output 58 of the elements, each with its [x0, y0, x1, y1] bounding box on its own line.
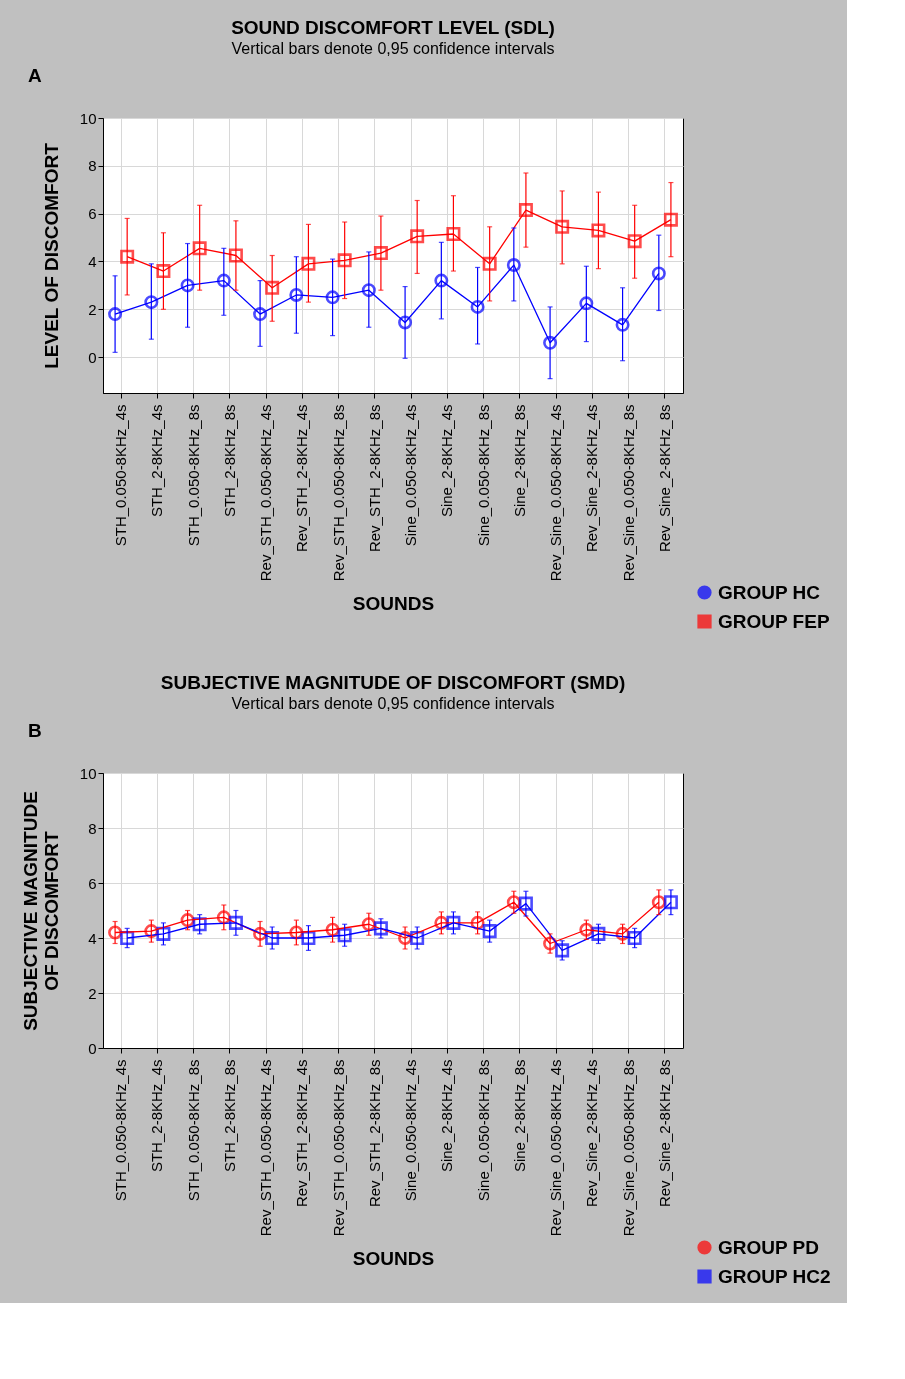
- x-tick-label: STH_0.050-8KHz_4s: [112, 1059, 130, 1202]
- x-tick-label: STH_0.050-8KHz_8s: [184, 404, 202, 547]
- x-tick-label: STH_0.050-8KHz_8s: [184, 1059, 202, 1202]
- y-tick-label: 4: [88, 252, 97, 270]
- x-tick-label: Rev_STH_0.050-8KHz_4s: [257, 1059, 275, 1237]
- x-tick-label: Rev_Sine_2-8KHz_8s: [655, 404, 673, 553]
- x-tick-label: Rev_STH_2-8KHz_8s: [365, 1059, 383, 1208]
- x-tick-label: STH_0.050-8KHz_4s: [112, 404, 130, 547]
- x-tick-label: STH_2-8KHz_4s: [148, 404, 166, 518]
- chart-subtitle: Vertical bars denote 0,95 confidence intervals: [231, 695, 555, 712]
- x-tick-label: Sine_2-8KHz_4s: [438, 1059, 456, 1173]
- y-tick-label: 2: [88, 300, 97, 318]
- chart-title: SUBJECTIVE MAGNITUDE OF DISCOMFORT (SMD): [160, 672, 626, 693]
- y-tick-label: 6: [88, 874, 97, 892]
- x-tick-label: Sine_0.050-8KHz_8s: [474, 404, 492, 547]
- y-tick-label: 0: [88, 348, 97, 366]
- text: A: [28, 65, 42, 86]
- legend-label: GROUP PD: [718, 1236, 820, 1258]
- y-axis-title: SUBJECTIVE MAGNITUDE OF DISCOMFORT: [19, 791, 62, 1031]
- chart-title: SOUND DISCOMFORT LEVEL (SDL): [231, 17, 555, 38]
- legend-label: GROUP HC2: [718, 1265, 831, 1287]
- y-tick-label: 2: [88, 984, 97, 1002]
- y-tick-label: 8: [88, 157, 97, 175]
- x-tick-label: Sine_0.050-8KHz_4s: [402, 404, 420, 547]
- y-tick-label: 10: [79, 109, 97, 127]
- chart-subtitle: Vertical bars denote 0,95 confidence intervals: [231, 40, 555, 57]
- legend-label: GROUP FEP: [718, 610, 830, 632]
- x-tick-label: Rev_Sine_0.050-8KHz_4s: [547, 1059, 565, 1237]
- x-tick-label: Rev_Sine_2-8KHz_4s: [583, 404, 601, 553]
- x-tick-label: Sine_0.050-8KHz_8s: [474, 1059, 492, 1202]
- y-tick-label: 10: [79, 764, 97, 782]
- text: B: [28, 720, 42, 741]
- x-tick-label: Rev_Sine_2-8KHz_8s: [655, 1059, 673, 1208]
- x-tick-label: Sine_2-8KHz_8s: [510, 1059, 528, 1173]
- x-tick-label: Rev_STH_2-8KHz_4s: [293, 1059, 311, 1208]
- x-tick-label: Sine_2-8KHz_4s: [438, 404, 456, 518]
- x-tick-label: STH_2-8KHz_4s: [148, 1059, 166, 1173]
- x-tick-label: Rev_STH_0.050-8KHz_8s: [329, 404, 347, 582]
- x-axis-title: SOUNDS: [352, 593, 435, 615]
- x-tick-label: Rev_STH_2-8KHz_8s: [365, 404, 383, 553]
- x-tick-label: Rev_STH_0.050-8KHz_4s: [257, 404, 275, 582]
- x-axis-title: SOUNDS: [352, 1248, 435, 1270]
- y-tick-label: 0: [88, 1039, 97, 1057]
- x-tick-label: STH_2-8KHz_8s: [220, 404, 238, 518]
- x-tick-label: Sine_0.050-8KHz_4s: [402, 1059, 420, 1202]
- x-tick-label: Rev_Sine_0.050-8KHz_8s: [619, 404, 637, 582]
- legend-label: GROUP HC: [718, 581, 821, 603]
- x-tick-label: Sine_2-8KHz_8s: [510, 404, 528, 518]
- x-tick-label: Rev_STH_2-8KHz_4s: [293, 404, 311, 553]
- x-tick-label: Rev_Sine_0.050-8KHz_8s: [619, 1059, 637, 1237]
- y-axis-title: LEVEL OF DISCOMFORT: [40, 142, 62, 369]
- y-tick-label: 4: [88, 929, 97, 947]
- x-tick-label: STH_2-8KHz_8s: [220, 1059, 238, 1173]
- x-tick-label: Rev_Sine_0.050-8KHz_4s: [547, 404, 565, 582]
- x-tick-label: Rev_STH_0.050-8KHz_8s: [329, 1059, 347, 1237]
- y-tick-label: 6: [88, 205, 97, 223]
- x-tick-label: Rev_Sine_2-8KHz_4s: [583, 1059, 601, 1208]
- y-tick-label: 8: [88, 819, 97, 837]
